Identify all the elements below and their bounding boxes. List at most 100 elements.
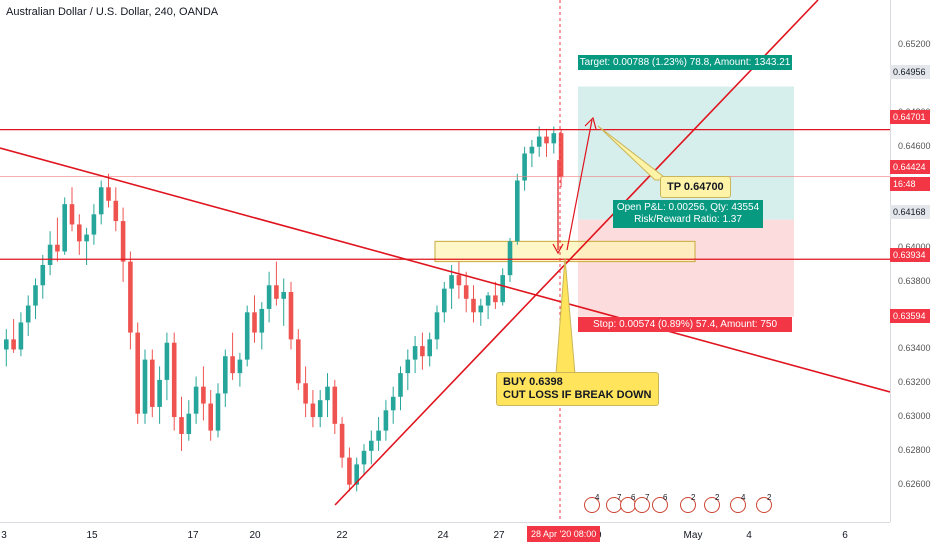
candle-body <box>310 403 316 418</box>
candle-body <box>361 450 367 465</box>
candle-body <box>325 386 330 401</box>
price-label-timer: 16:48 <box>890 177 930 191</box>
candle-body <box>128 261 133 333</box>
candle-body <box>456 275 462 286</box>
price-label-entry: 0.64168 <box>890 205 930 219</box>
candle-body <box>463 285 469 299</box>
time-tick: 15 <box>86 530 98 541</box>
candle-body <box>201 386 206 404</box>
candle-body <box>69 204 75 225</box>
price-tick: 0.62800 <box>898 444 931 455</box>
candle-body <box>230 356 235 374</box>
price-tick: 0.63400 <box>898 343 931 354</box>
candle-body <box>157 379 162 407</box>
candle-body <box>106 187 111 201</box>
descending-trendline <box>0 147 891 393</box>
position-zones <box>434 86 794 317</box>
candle-body <box>412 346 418 360</box>
candle-body <box>507 241 513 276</box>
event-flag-icon[interactable]: 4 <box>584 493 600 513</box>
candle-body <box>442 288 447 313</box>
candle-body <box>77 224 82 242</box>
candle-body <box>223 356 228 394</box>
time-tick: May <box>683 530 703 541</box>
candle-body <box>84 234 89 242</box>
event-flag-icon[interactable]: 7 <box>634 493 650 513</box>
candle-body <box>91 214 97 235</box>
candle-body <box>150 359 155 407</box>
candle-body <box>339 423 345 458</box>
price-tick: 0.63800 <box>898 275 931 286</box>
time-tick: 24 <box>437 530 449 541</box>
candle-body <box>215 393 221 431</box>
event-flag-icon[interactable]: 4 <box>730 493 746 513</box>
candle-body <box>186 413 192 434</box>
stop-zone <box>578 219 794 317</box>
event-flag-icon[interactable]: 6 <box>652 493 668 513</box>
time-cursor-label: 28 Apr '20 08:00 <box>527 526 601 542</box>
event-flag-icon[interactable]: 7 <box>606 493 622 513</box>
price-tick: 0.64600 <box>898 140 931 151</box>
candle-body <box>193 386 199 414</box>
drawing-lines <box>0 0 891 522</box>
candle-body <box>274 285 279 299</box>
stop-label[interactable]: Stop: 0.00574 (0.89%) 57.4, Amount: 750 <box>578 317 792 332</box>
symbol-title: Australian Dollar / U.S. Dollar, 240, OA… <box>6 6 219 18</box>
candle-body <box>558 133 564 178</box>
buy-note[interactable]: BUY 0.6398 CUT LOSS IF BREAK DOWN <box>496 372 659 406</box>
candle-body <box>347 457 352 485</box>
candles <box>4 126 564 492</box>
candle-body <box>427 339 432 357</box>
buy-note-line: BUY 0.6398 <box>503 376 563 388</box>
candle-body <box>33 285 38 306</box>
target-label[interactable]: Target: 0.00788 (1.23%) 78.8, Amount: 13… <box>578 55 792 70</box>
candle-body <box>18 322 24 350</box>
candle-body <box>420 346 425 357</box>
time-axis[interactable] <box>0 522 890 551</box>
candle-body <box>281 292 286 299</box>
candle-body <box>303 383 308 404</box>
buy-note-pointer <box>555 257 576 375</box>
candle-body <box>369 440 374 451</box>
candle-body <box>434 312 440 340</box>
candle-body <box>135 332 140 414</box>
time-tick: 17 <box>187 530 199 541</box>
time-tick: 20 <box>249 530 261 541</box>
ascending-trendline <box>334 0 819 506</box>
candle-body <box>113 200 119 222</box>
time-tick: 3 <box>1 530 7 541</box>
down-arrow-head <box>552 243 564 255</box>
candle-body <box>354 464 359 485</box>
candle-body <box>529 146 535 154</box>
candle-body <box>179 417 184 434</box>
price-tick: 0.63200 <box>898 377 931 388</box>
candle-body <box>471 298 476 313</box>
tp-note[interactable]: TP 0.64700 <box>660 176 731 198</box>
price-label-current: 0.64424 <box>890 160 930 174</box>
candle-body <box>25 305 31 323</box>
candle-body <box>171 342 177 418</box>
price-tick: 0.65200 <box>898 39 931 50</box>
event-flag-icon[interactable]: 2 <box>680 493 696 513</box>
event-flag-icon[interactable]: 2 <box>756 493 772 513</box>
pnl-label[interactable]: Open P&L: 0.00256, Qty: 43554 Risk/Rewar… <box>613 200 763 228</box>
buy-note-line: CUT LOSS IF BREAK DOWN <box>503 389 652 401</box>
candle-body <box>317 400 323 418</box>
candle-body <box>164 342 170 380</box>
time-tick: 4 <box>746 530 752 541</box>
candle-body <box>383 410 389 431</box>
event-flag-icon[interactable]: 2 <box>704 493 720 513</box>
price-tick: 0.62600 <box>898 478 931 489</box>
candle-body <box>478 305 484 313</box>
up-arrow-head <box>584 116 597 130</box>
candle-body <box>522 153 527 181</box>
pnl-line: Open P&L: 0.00256, Qty: 43554 <box>616 202 760 213</box>
price-label-stop: 0.63594 <box>890 309 930 323</box>
candle-body <box>266 285 272 309</box>
candle-body <box>47 244 53 265</box>
candle-body <box>551 133 557 144</box>
candle-body <box>332 386 338 424</box>
time-tick: 22 <box>336 530 348 541</box>
candle-body <box>544 136 549 144</box>
